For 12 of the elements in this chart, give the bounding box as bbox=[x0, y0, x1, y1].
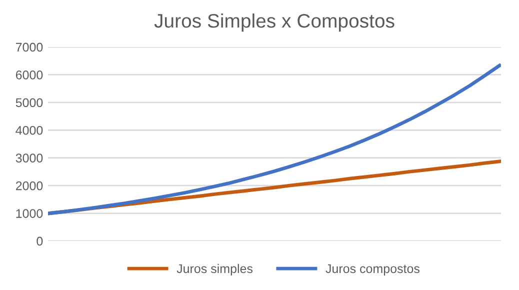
y-tick-label: 7000 bbox=[16, 42, 43, 52]
y-tick-label: 1000 bbox=[16, 209, 43, 218]
y-tick-label: 3000 bbox=[16, 154, 43, 163]
legend-label: Juros compostos bbox=[326, 264, 420, 276]
y-tick-label: 4000 bbox=[16, 126, 43, 135]
y-tick-label: 6000 bbox=[16, 70, 43, 80]
legend-label: Juros simples bbox=[176, 264, 253, 276]
y-tick-label: 2000 bbox=[16, 181, 43, 190]
y-tick-label: 5000 bbox=[16, 98, 43, 108]
chart-title: Juros Simples x Compostos bbox=[154, 13, 394, 32]
line-series bbox=[48, 64, 501, 216]
y-tick-label: 0 bbox=[36, 236, 43, 246]
